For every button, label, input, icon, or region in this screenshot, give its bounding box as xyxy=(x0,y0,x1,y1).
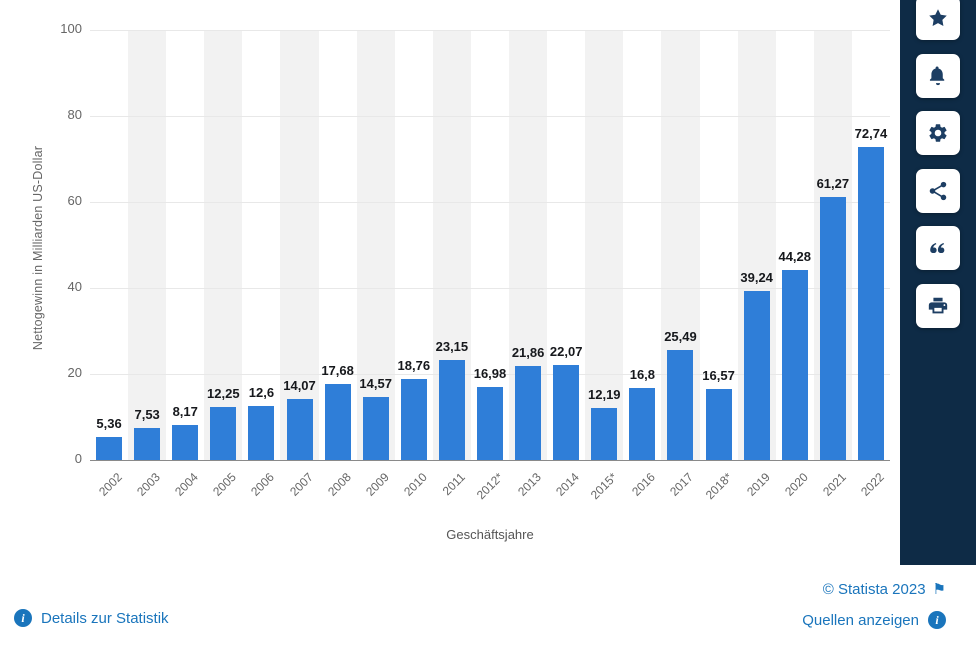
print-button[interactable] xyxy=(916,284,960,328)
bar-value-label: 17,68 xyxy=(321,362,354,378)
share-icon xyxy=(929,181,947,201)
bar[interactable] xyxy=(477,386,503,460)
info-icon: i xyxy=(928,611,946,629)
bar-value-label: 25,49 xyxy=(664,329,697,345)
bar[interactable] xyxy=(629,387,656,460)
sources-link[interactable]: Quellen anzeigen i xyxy=(802,611,946,629)
bar-value-label: 5,36 xyxy=(96,415,122,431)
bar[interactable] xyxy=(96,436,123,460)
bar-value-label: 12,19 xyxy=(588,386,621,402)
bar-value-label: 72,74 xyxy=(854,126,888,142)
bar[interactable] xyxy=(362,397,389,460)
plot-stripe xyxy=(204,30,243,460)
quote-icon xyxy=(930,242,945,254)
print-icon xyxy=(928,297,948,314)
y-tick-label: 80 xyxy=(67,107,82,122)
bar-value-label: 14,57 xyxy=(359,376,392,392)
info-icon: i xyxy=(14,609,32,627)
bar[interactable] xyxy=(743,291,770,460)
gridline xyxy=(90,374,890,375)
cite-button[interactable] xyxy=(916,226,960,270)
bar[interactable] xyxy=(667,350,694,460)
bar[interactable] xyxy=(438,360,465,460)
bar-value-label: 16,98 xyxy=(473,365,507,381)
bar[interactable] xyxy=(781,269,808,460)
bar-value-label: 22,07 xyxy=(549,344,583,360)
bar-value-label: 44,28 xyxy=(778,248,812,264)
bar-value-label: 8,17 xyxy=(172,403,198,419)
copyright-label: © Statista 2023 xyxy=(822,581,926,598)
bar-value-label: 61,27 xyxy=(816,175,850,191)
sources-link-label: Quellen anzeigen xyxy=(802,611,919,629)
bar-chart: Nettogewinn in Milliarden US-Dollar Gesc… xyxy=(31,21,890,542)
settings-button[interactable] xyxy=(916,111,960,155)
bar-value-label: 18,76 xyxy=(397,358,431,374)
bar-value-label: 12,25 xyxy=(207,386,240,402)
bar[interactable] xyxy=(705,388,732,460)
share-button[interactable] xyxy=(916,169,960,213)
flag-icon: ⚑ xyxy=(932,581,946,598)
bar-value-label: 21,86 xyxy=(511,345,545,360)
star-icon xyxy=(929,9,947,26)
bar[interactable] xyxy=(857,147,884,460)
y-tick-label: 40 xyxy=(67,279,82,294)
bar-value-label: 7,53 xyxy=(134,406,160,422)
plot-stripe xyxy=(280,30,319,460)
y-axis-title: Nettogewinn in Milliarden US-Dollar xyxy=(31,145,45,351)
alerts-button[interactable] xyxy=(916,54,960,98)
x-axis-title: Geschäftsjahre xyxy=(446,527,534,542)
bar[interactable] xyxy=(819,196,846,460)
bar[interactable] xyxy=(400,379,427,460)
copyright: © Statista 2023 ⚑ xyxy=(823,581,946,598)
y-tick-label: 20 xyxy=(67,365,82,380)
bar[interactable] xyxy=(172,424,199,460)
bar[interactable] xyxy=(553,365,580,460)
gridline xyxy=(90,202,890,203)
details-link[interactable]: i Details zur Statistik xyxy=(14,609,169,627)
bar[interactable] xyxy=(248,405,275,460)
gear-icon xyxy=(929,124,947,142)
bell-icon xyxy=(929,66,945,86)
gridline xyxy=(90,460,890,461)
bar[interactable] xyxy=(515,366,542,460)
bar-value-label: 23,15 xyxy=(435,339,469,355)
right-sidebar xyxy=(900,0,976,565)
gridline xyxy=(90,116,890,117)
plot-stripe xyxy=(128,30,167,460)
plot-stripe xyxy=(356,30,395,460)
bar-value-label: 16,8 xyxy=(629,366,656,382)
bar[interactable] xyxy=(591,407,618,460)
bar-value-label: 12,6 xyxy=(248,384,275,400)
gridline xyxy=(90,288,890,289)
bar[interactable] xyxy=(324,383,351,460)
bar-value-label: 39,24 xyxy=(740,270,773,286)
y-tick-label: 0 xyxy=(74,451,82,466)
plot-stripe xyxy=(585,30,624,460)
details-link-label: Details zur Statistik xyxy=(41,609,169,627)
y-tick-label: 60 xyxy=(67,193,82,208)
favorite-button[interactable] xyxy=(916,0,960,40)
gridline xyxy=(90,30,890,31)
bar[interactable] xyxy=(286,399,313,460)
bar-value-label: 14,07 xyxy=(283,378,316,394)
bar-value-label: 16,57 xyxy=(702,367,735,383)
y-tick-label: 100 xyxy=(60,21,82,36)
bar[interactable] xyxy=(134,427,161,460)
bar[interactable] xyxy=(210,407,237,460)
